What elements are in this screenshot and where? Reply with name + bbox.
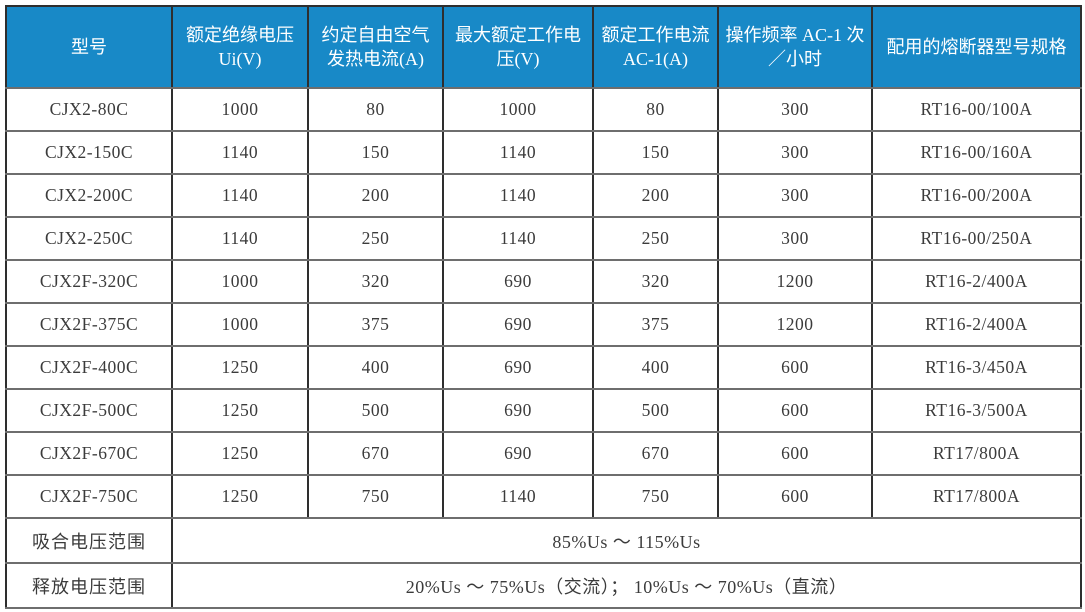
value-cell: 1140 bbox=[442, 173, 594, 218]
model-cell: CJX2-200C bbox=[5, 173, 173, 218]
value-cell: 1140 bbox=[171, 173, 309, 218]
pickup-voltage-range-value: 85%Us ～ 115%Us bbox=[171, 517, 1082, 564]
value-cell: 600 bbox=[717, 431, 873, 476]
value-cell: 400 bbox=[307, 345, 444, 390]
value-cell: RT17/800A bbox=[871, 431, 1082, 476]
value-cell: 500 bbox=[592, 388, 719, 433]
column-header-0: 型号 bbox=[5, 5, 173, 89]
value-cell: 1140 bbox=[442, 130, 594, 175]
table-row: CJX2F-320C 1000 320 690 320 1200 RT16-2/400A bbox=[5, 259, 1082, 304]
value-cell: 600 bbox=[717, 345, 873, 390]
value-cell: 1200 bbox=[717, 259, 873, 304]
table-row: CJX2F-670C 1250 670 690 670 600 RT17/800A bbox=[5, 431, 1082, 476]
value-cell: 670 bbox=[307, 431, 444, 476]
value-cell: 300 bbox=[717, 173, 873, 218]
model-cell: CJX2-150C bbox=[5, 130, 173, 175]
value-cell: 1140 bbox=[442, 216, 594, 261]
value-cell: 690 bbox=[442, 302, 594, 347]
value-cell: 1140 bbox=[442, 474, 594, 519]
column-header-4: 额定工作电流 AC-1(A) bbox=[592, 5, 719, 89]
value-cell: 750 bbox=[592, 474, 719, 519]
value-cell: RT16-3/450A bbox=[871, 345, 1082, 390]
value-cell: 600 bbox=[717, 388, 873, 433]
table-row: CJX2-250C 1140 250 1140 250 300 RT16-00/250A bbox=[5, 216, 1082, 261]
model-cell: CJX2-80C bbox=[5, 87, 173, 132]
value-cell: 80 bbox=[307, 87, 444, 132]
value-cell: 690 bbox=[442, 388, 594, 433]
release-voltage-range-label: 释放电压范围 bbox=[5, 562, 173, 609]
value-cell: 300 bbox=[717, 216, 873, 261]
model-cell: CJX2-250C bbox=[5, 216, 173, 261]
value-cell: 670 bbox=[592, 431, 719, 476]
value-cell: 250 bbox=[307, 216, 444, 261]
value-cell: 690 bbox=[442, 345, 594, 390]
model-cell: CJX2F-400C bbox=[5, 345, 173, 390]
value-cell: 200 bbox=[592, 173, 719, 218]
value-cell: 300 bbox=[717, 87, 873, 132]
value-cell: 690 bbox=[442, 431, 594, 476]
value-cell: 1250 bbox=[171, 474, 309, 519]
table-row: CJX2F-375C 1000 375 690 375 1200 RT16-2/400A bbox=[5, 302, 1082, 347]
column-header-6: 配用的熔断器型号规格 bbox=[871, 5, 1082, 89]
value-cell: RT16-00/250A bbox=[871, 216, 1082, 261]
value-cell: 1140 bbox=[171, 216, 309, 261]
value-cell: 1000 bbox=[442, 87, 594, 132]
value-cell: RT16-3/500A bbox=[871, 388, 1082, 433]
column-header-1: 额定绝缘电压 Ui(V) bbox=[171, 5, 309, 89]
value-cell: 150 bbox=[592, 130, 719, 175]
value-cell: RT16-00/200A bbox=[871, 173, 1082, 218]
value-cell: 1000 bbox=[171, 87, 309, 132]
value-cell: 1250 bbox=[171, 388, 309, 433]
value-cell: RT16-2/400A bbox=[871, 302, 1082, 347]
release-voltage-row: 释放电压范围 20%Us ～ 75%Us（交流）； 10%Us ～ 70%Us（… bbox=[5, 562, 1082, 609]
table-row: CJX2F-500C 1250 500 690 500 600 RT16-3/500A bbox=[5, 388, 1082, 433]
value-cell: 320 bbox=[592, 259, 719, 304]
value-cell: 375 bbox=[307, 302, 444, 347]
value-cell: 300 bbox=[717, 130, 873, 175]
table-body: CJX2-80C 1000 80 1000 80 300 RT16-00/100A CJX2-… bbox=[5, 87, 1082, 519]
value-cell: 600 bbox=[717, 474, 873, 519]
value-cell: 80 bbox=[592, 87, 719, 132]
value-cell: 375 bbox=[592, 302, 719, 347]
value-cell: 400 bbox=[592, 345, 719, 390]
header-row: 型号 额定绝缘电压 Ui(V) 约定自由空气发热电流(A) 最大额定工作电压(V) 额定… bbox=[5, 5, 1082, 89]
table-row: CJX2-80C 1000 80 1000 80 300 RT16-00/100A bbox=[5, 87, 1082, 132]
value-cell: 500 bbox=[307, 388, 444, 433]
model-cell: CJX2F-375C bbox=[5, 302, 173, 347]
value-cell: 200 bbox=[307, 173, 444, 218]
value-cell: RT16-00/100A bbox=[871, 87, 1082, 132]
model-cell: CJX2F-500C bbox=[5, 388, 173, 433]
column-header-2: 约定自由空气发热电流(A) bbox=[307, 5, 444, 89]
value-cell: 1000 bbox=[171, 302, 309, 347]
value-cell: 250 bbox=[592, 216, 719, 261]
table-row: CJX2-150C 1140 150 1140 150 300 RT16-00/160A bbox=[5, 130, 1082, 175]
value-cell: 1140 bbox=[171, 130, 309, 175]
value-cell: 1200 bbox=[717, 302, 873, 347]
model-cell: CJX2F-750C bbox=[5, 474, 173, 519]
value-cell: 1250 bbox=[171, 345, 309, 390]
value-cell: 1000 bbox=[171, 259, 309, 304]
table-row: CJX2F-750C 1250 750 1140 750 600 RT17/800A bbox=[5, 474, 1082, 519]
release-voltage-range-value: 20%Us ～ 75%Us（交流）； 10%Us ～ 70%Us（直流） bbox=[171, 562, 1082, 609]
value-cell: 690 bbox=[442, 259, 594, 304]
table-row: CJX2F-400C 1250 400 690 400 600 RT16-3/450A bbox=[5, 345, 1082, 390]
model-cell: CJX2F-320C bbox=[5, 259, 173, 304]
pickup-voltage-range-label: 吸合电压范围 bbox=[5, 517, 173, 564]
column-header-3: 最大额定工作电压(V) bbox=[442, 5, 594, 89]
value-cell: 150 bbox=[307, 130, 444, 175]
value-cell: 1250 bbox=[171, 431, 309, 476]
value-cell: 320 bbox=[307, 259, 444, 304]
contactor-spec-table: 型号 额定绝缘电压 Ui(V) 约定自由空气发热电流(A) 最大额定工作电压(V) 额定… bbox=[5, 5, 1082, 609]
column-header-5: 操作频率 AC-1 次／小时 bbox=[717, 5, 873, 89]
table-row: CJX2-200C 1140 200 1140 200 300 RT16-00/200A bbox=[5, 173, 1082, 218]
value-cell: RT16-2/400A bbox=[871, 259, 1082, 304]
model-cell: CJX2F-670C bbox=[5, 431, 173, 476]
value-cell: RT16-00/160A bbox=[871, 130, 1082, 175]
pickup-voltage-row: 吸合电压范围 85%Us ～ 115%Us bbox=[5, 517, 1082, 564]
value-cell: RT17/800A bbox=[871, 474, 1082, 519]
value-cell: 750 bbox=[307, 474, 444, 519]
